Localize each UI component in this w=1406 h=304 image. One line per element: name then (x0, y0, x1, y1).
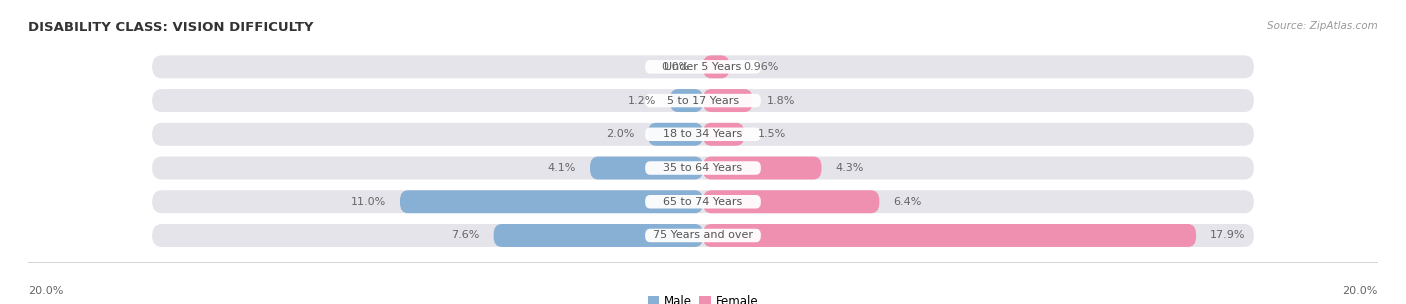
Legend: Male, Female: Male, Female (643, 290, 763, 304)
Text: 2.0%: 2.0% (606, 129, 634, 139)
FancyBboxPatch shape (645, 161, 761, 175)
FancyBboxPatch shape (591, 157, 703, 179)
FancyBboxPatch shape (669, 89, 703, 112)
Text: 35 to 64 Years: 35 to 64 Years (664, 163, 742, 173)
Text: 6.4%: 6.4% (893, 197, 921, 207)
FancyBboxPatch shape (645, 195, 761, 209)
Text: 0.96%: 0.96% (744, 62, 779, 72)
FancyBboxPatch shape (152, 89, 1254, 112)
Text: 5 to 17 Years: 5 to 17 Years (666, 95, 740, 105)
FancyBboxPatch shape (152, 55, 1254, 78)
Text: 11.0%: 11.0% (352, 197, 387, 207)
Text: 20.0%: 20.0% (28, 286, 63, 296)
Text: 1.5%: 1.5% (758, 129, 786, 139)
FancyBboxPatch shape (494, 224, 703, 247)
FancyBboxPatch shape (703, 123, 744, 146)
Text: 4.1%: 4.1% (548, 163, 576, 173)
FancyBboxPatch shape (152, 224, 1254, 247)
Text: Source: ZipAtlas.com: Source: ZipAtlas.com (1267, 21, 1378, 31)
Text: 17.9%: 17.9% (1209, 230, 1246, 240)
Text: 75 Years and over: 75 Years and over (652, 230, 754, 240)
Text: 0.0%: 0.0% (661, 62, 689, 72)
Text: 18 to 34 Years: 18 to 34 Years (664, 129, 742, 139)
FancyBboxPatch shape (648, 123, 703, 146)
Text: 7.6%: 7.6% (451, 230, 479, 240)
Text: 1.2%: 1.2% (628, 95, 657, 105)
FancyBboxPatch shape (703, 55, 730, 78)
Text: 20.0%: 20.0% (1343, 286, 1378, 296)
FancyBboxPatch shape (645, 60, 761, 74)
FancyBboxPatch shape (645, 128, 761, 141)
FancyBboxPatch shape (645, 94, 761, 107)
Text: Under 5 Years: Under 5 Years (665, 62, 741, 72)
FancyBboxPatch shape (399, 190, 703, 213)
FancyBboxPatch shape (703, 224, 1197, 247)
FancyBboxPatch shape (152, 123, 1254, 146)
FancyBboxPatch shape (645, 229, 761, 242)
Text: 1.8%: 1.8% (766, 95, 794, 105)
Text: 65 to 74 Years: 65 to 74 Years (664, 197, 742, 207)
FancyBboxPatch shape (703, 89, 752, 112)
Text: 4.3%: 4.3% (835, 163, 863, 173)
FancyBboxPatch shape (152, 190, 1254, 213)
FancyBboxPatch shape (703, 190, 879, 213)
FancyBboxPatch shape (703, 157, 821, 179)
FancyBboxPatch shape (152, 157, 1254, 179)
Text: DISABILITY CLASS: VISION DIFFICULTY: DISABILITY CLASS: VISION DIFFICULTY (28, 21, 314, 34)
